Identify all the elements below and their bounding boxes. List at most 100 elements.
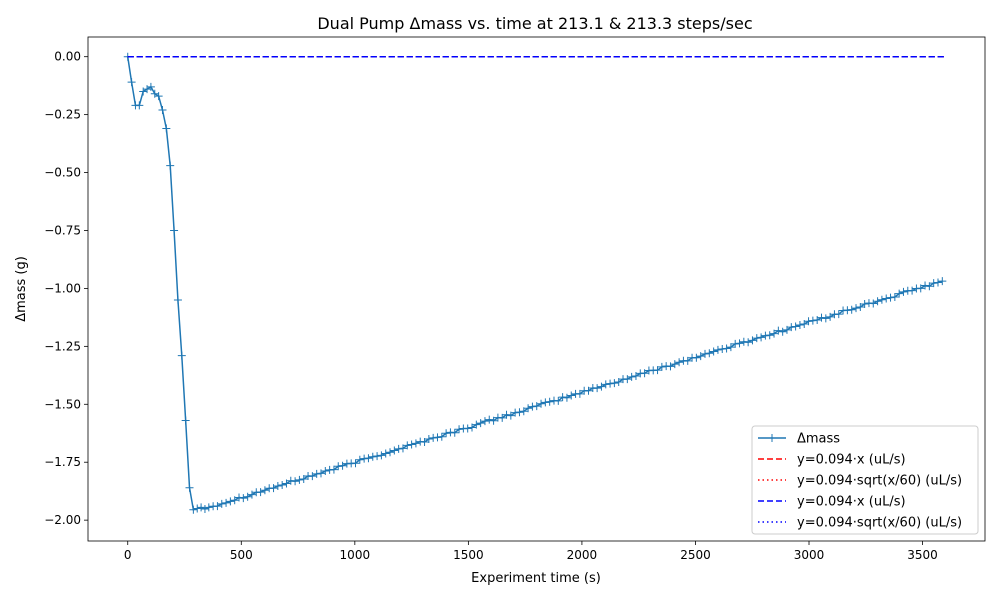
data-point [813, 316, 822, 325]
data-point [606, 379, 615, 388]
data-point [562, 393, 571, 402]
data-point [834, 310, 843, 319]
data-point [282, 479, 291, 488]
data-point [731, 339, 740, 348]
data-point [800, 320, 809, 329]
data-point [403, 441, 412, 450]
data-point [127, 78, 136, 87]
data-point [640, 369, 649, 378]
data-point [181, 416, 190, 425]
data-point [247, 490, 256, 499]
data-point [146, 82, 155, 91]
data-point [821, 314, 830, 323]
data-point [575, 389, 584, 398]
legend-marker [768, 434, 776, 442]
data-point [921, 281, 930, 290]
data-point [528, 402, 537, 411]
data-point [567, 391, 576, 400]
data-point [765, 331, 774, 340]
data-point [291, 477, 300, 486]
data-point [135, 101, 144, 110]
data-point [506, 411, 515, 420]
data-point [701, 349, 709, 358]
data-point [351, 459, 360, 468]
legend-label: y=0.094·x (uL/s) [797, 495, 906, 510]
data-point [847, 305, 856, 314]
data-point [709, 347, 718, 356]
data-point [166, 161, 175, 170]
data-point [173, 296, 182, 305]
data-point [519, 407, 528, 416]
data-point [524, 404, 533, 413]
legend-label: Δmass [797, 432, 840, 447]
data-point [657, 362, 666, 371]
data-point [692, 353, 701, 362]
legend-label: y=0.094·x (uL/s) [797, 453, 906, 468]
data-point [631, 372, 640, 381]
data-point [498, 413, 507, 422]
x-axis-label: Experiment time (s) [471, 571, 601, 586]
x-tick-label: 2000 [567, 548, 598, 562]
y-tick-label: −1.50 [44, 397, 81, 411]
data-point [895, 289, 904, 298]
data-point [364, 454, 373, 463]
data-point [532, 402, 541, 411]
data-point [407, 440, 416, 449]
data-point [278, 481, 287, 490]
data-point [154, 92, 163, 101]
x-tick-label: 3500 [907, 548, 938, 562]
data-point [804, 317, 813, 326]
data-point [312, 469, 321, 478]
data-point [489, 416, 498, 425]
legend-label: y=0.094·sqrt(x/60) (uL/s) [797, 516, 962, 531]
data-point [899, 287, 908, 296]
data-point [744, 338, 753, 347]
data-point [601, 380, 610, 389]
data-point [791, 322, 800, 331]
data-point [222, 498, 231, 507]
data-point [485, 415, 494, 424]
data-point [200, 505, 209, 514]
data-point [338, 461, 347, 470]
y-tick-label: −1.25 [44, 339, 81, 353]
data-point [666, 362, 675, 371]
data-point [757, 333, 766, 342]
data-point [722, 344, 731, 353]
data-point [185, 483, 194, 492]
data-point [627, 372, 636, 381]
data-point [295, 475, 304, 484]
data-point [778, 327, 787, 336]
data-point [217, 499, 226, 508]
data-point [795, 321, 804, 330]
data-point [787, 323, 796, 332]
data-point [593, 384, 602, 393]
data-point [545, 397, 554, 406]
y-axis-ticks: 0.00 −0.25 −0.50 −0.75 −1.00 −1.25 −1.50 −1.75 −… [44, 50, 88, 527]
data-point [158, 105, 167, 114]
y-tick-label: −1.00 [44, 281, 81, 295]
data-point [390, 446, 399, 455]
data-point [355, 455, 364, 464]
data-point [226, 497, 235, 506]
data-point [170, 226, 179, 235]
data-point [869, 299, 878, 308]
data-point [424, 434, 433, 443]
data-point [515, 408, 524, 417]
data-point [243, 492, 252, 501]
data-point [558, 393, 567, 402]
data-point [197, 503, 206, 512]
legend-label: y=0.094·sqrt(x/60) (uL/s) [797, 474, 962, 489]
data-point [373, 452, 382, 461]
data-point [433, 433, 442, 442]
y-tick-label: −2.00 [44, 513, 81, 527]
data-point [472, 420, 481, 429]
chart-title: Dual Pump Δmass vs. time at 213.1 & 213.… [317, 14, 752, 33]
data-point [882, 294, 891, 303]
data-point [386, 448, 395, 457]
data-point [938, 277, 947, 286]
data-point [597, 382, 606, 391]
data-point [420, 438, 429, 447]
data-point [398, 444, 407, 453]
data-point [316, 469, 325, 478]
